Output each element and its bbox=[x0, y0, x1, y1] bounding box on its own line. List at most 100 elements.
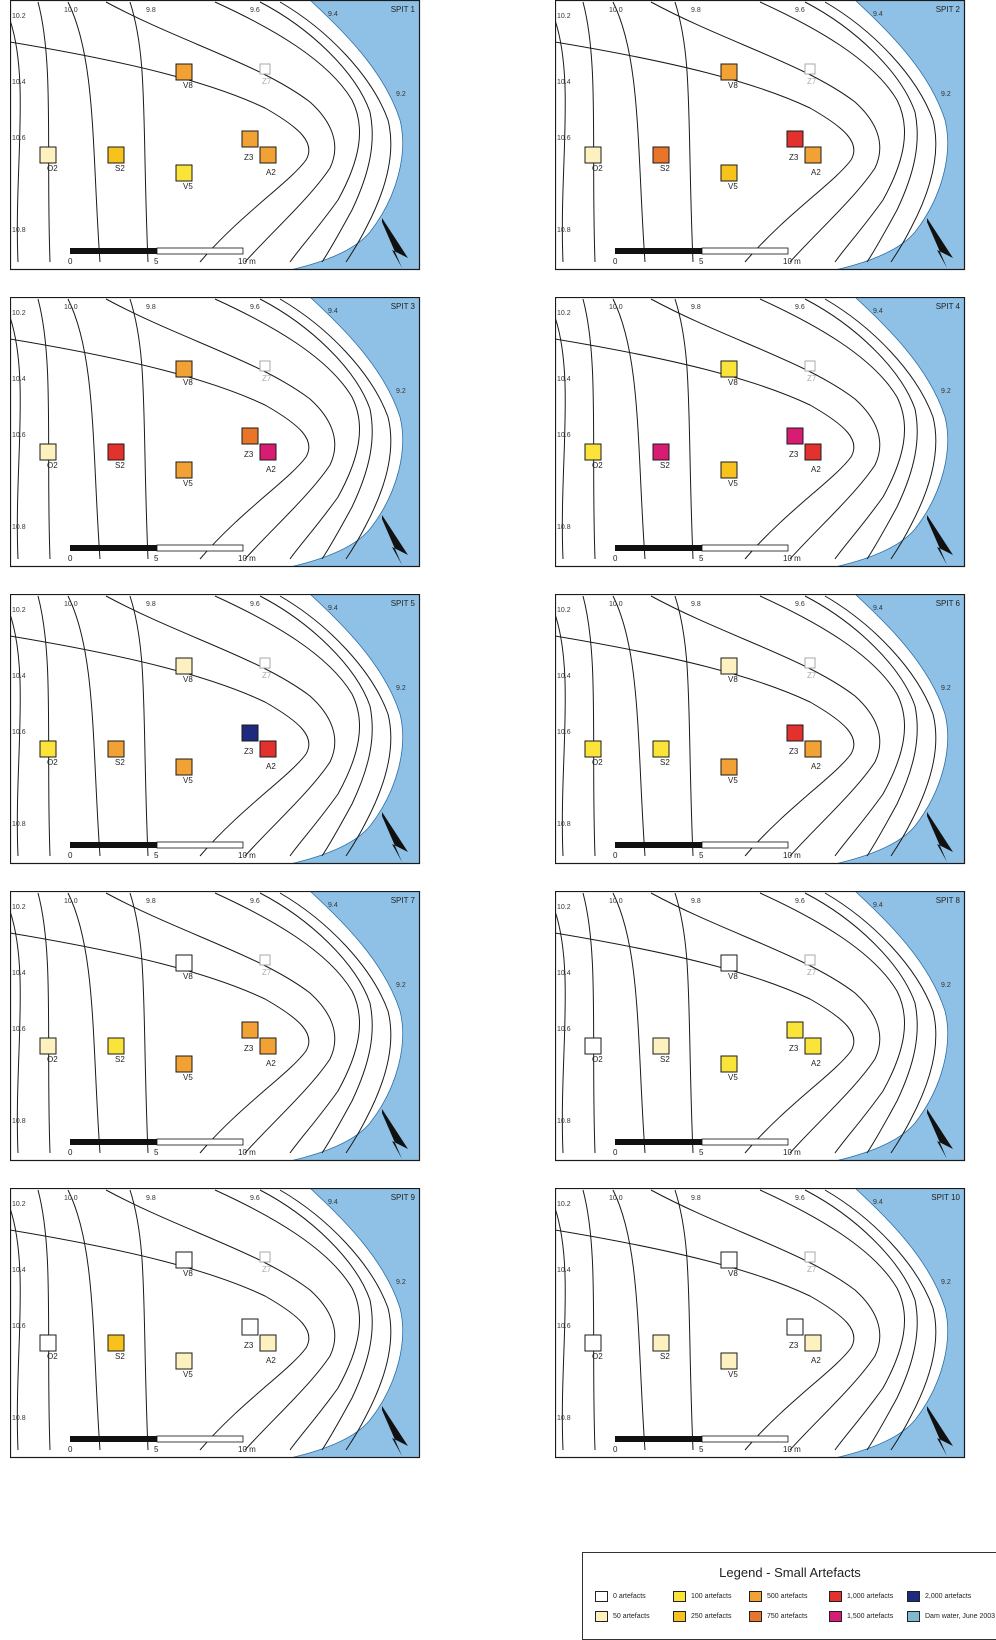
spit-title: SPIT 7 bbox=[391, 896, 416, 905]
square-label-z7: Z7 bbox=[807, 968, 817, 977]
scale-label: 0 bbox=[68, 1148, 73, 1157]
contour-label: 9.2 bbox=[396, 91, 406, 98]
contour-line bbox=[10, 338, 310, 560]
legend-item: 2,000 artefacts bbox=[907, 1589, 971, 1603]
contour-label: 10.2 bbox=[557, 607, 571, 614]
contour-line bbox=[674, 595, 694, 857]
spit-title: SPIT 4 bbox=[936, 302, 961, 311]
scale-bar-white bbox=[701, 841, 789, 849]
square-label-s2: S2 bbox=[660, 1352, 670, 1361]
scale-bar-white bbox=[156, 1435, 244, 1443]
map-frame bbox=[10, 1188, 421, 1459]
north-arrow-icon bbox=[382, 1406, 408, 1456]
contour-line bbox=[674, 298, 694, 560]
square-label-z3: Z3 bbox=[244, 450, 254, 459]
contour-label: 9.8 bbox=[691, 1195, 701, 1202]
legend-label: 0 artefacts bbox=[613, 1592, 646, 1600]
excavation-square-z7 bbox=[259, 63, 271, 75]
contour-label: 10.6 bbox=[12, 729, 26, 736]
square-label-a2: A2 bbox=[811, 1356, 821, 1365]
spit-map: 10.2 10.0 9.8 9.6 9.4 10.4 9.2 10.6 10.8 0 5 10 m Z7… bbox=[10, 891, 421, 1162]
contour-line bbox=[759, 1189, 906, 1451]
contour-line bbox=[37, 892, 51, 1154]
excavation-square-v5 bbox=[720, 758, 738, 776]
contour-line bbox=[759, 595, 906, 857]
square-label-v8: V8 bbox=[183, 81, 193, 90]
excavation-square-a2 bbox=[804, 443, 822, 461]
contour-line bbox=[674, 1189, 694, 1451]
contour-line bbox=[279, 1, 392, 263]
square-label-v8: V8 bbox=[183, 675, 193, 684]
excavation-square-z3 bbox=[241, 1318, 259, 1336]
contour-label: 10.8 bbox=[557, 1118, 571, 1125]
excavation-square-z3 bbox=[241, 1021, 259, 1039]
spit-title: SPIT 5 bbox=[391, 599, 416, 608]
contour-label: 10.8 bbox=[557, 227, 571, 234]
legend-item: 250 artefacts bbox=[673, 1609, 731, 1623]
contour-label: 10.2 bbox=[557, 1201, 571, 1208]
spit-panel: 10.2 10.0 9.8 9.6 9.4 10.4 9.2 10.6 10.8 0 5 10 m Z7… bbox=[555, 891, 975, 1164]
excavation-square-v8 bbox=[720, 360, 738, 378]
scale-bar-white bbox=[701, 1138, 789, 1146]
contour-line bbox=[214, 1189, 361, 1451]
contour-label: 10.0 bbox=[609, 304, 623, 311]
square-label-z7: Z7 bbox=[262, 77, 272, 86]
contour-line bbox=[612, 1, 646, 263]
map-body: 10.2 10.0 9.8 9.6 9.4 10.4 9.2 10.6 10.8 0 5 10 m Z7… bbox=[555, 0, 965, 270]
contour-line bbox=[10, 41, 310, 263]
contour-line bbox=[804, 595, 918, 857]
scale-label: 0 bbox=[68, 554, 73, 563]
excavation-square-o2 bbox=[39, 1037, 57, 1055]
excavation-square-v5 bbox=[175, 461, 193, 479]
legend-item: 750 artefacts bbox=[749, 1609, 807, 1623]
contour-line bbox=[555, 910, 566, 1154]
square-label-o2: O2 bbox=[47, 1352, 58, 1361]
contour-label: 9.8 bbox=[146, 898, 156, 905]
excavation-square-v5 bbox=[175, 758, 193, 776]
legend-item: 1,500 artefacts bbox=[829, 1609, 893, 1623]
square-label-z7: Z7 bbox=[807, 1265, 817, 1274]
map-frame bbox=[10, 891, 421, 1162]
square-label-s2: S2 bbox=[660, 164, 670, 173]
contour-label: 10.8 bbox=[557, 821, 571, 828]
excavation-square-s2 bbox=[107, 146, 125, 164]
scale-label: 0 bbox=[613, 1148, 618, 1157]
spit-panel: 10.2 10.0 9.8 9.6 9.4 10.4 9.2 10.6 10.8 0 5 10 m Z7… bbox=[555, 297, 975, 570]
spit-map: 10.2 10.0 9.8 9.6 9.4 10.4 9.2 10.6 10.8 0 5 10 m Z7… bbox=[555, 891, 966, 1162]
north-arrow-icon bbox=[927, 1406, 953, 1456]
spit-map: 10.2 10.0 9.8 9.6 9.4 10.4 9.2 10.6 10.8 0 5 10 m Z7… bbox=[10, 0, 421, 271]
spit-title: SPIT 3 bbox=[391, 302, 416, 311]
square-label-v5: V5 bbox=[183, 182, 193, 191]
contour-line bbox=[105, 298, 336, 560]
contour-line bbox=[259, 1189, 373, 1451]
legend-title: Legend - Small Artefacts bbox=[719, 1565, 861, 1580]
contour-line bbox=[582, 1189, 596, 1451]
excavation-square-v5 bbox=[175, 164, 193, 182]
excavation-square-o2 bbox=[584, 1334, 602, 1352]
map-frame bbox=[10, 297, 421, 568]
legend-label: 750 artefacts bbox=[767, 1612, 808, 1620]
map-body: 10.2 10.0 9.8 9.6 9.4 10.4 9.2 10.6 10.8 0 5 10 m Z7… bbox=[10, 594, 420, 864]
scale-label: 5 bbox=[154, 257, 159, 266]
contour-label: 9.6 bbox=[795, 304, 805, 311]
excavation-square-o2 bbox=[39, 740, 57, 758]
contour-line bbox=[279, 1189, 392, 1451]
legend-label: 500 artefacts bbox=[767, 1592, 808, 1600]
square-label-z3: Z3 bbox=[789, 450, 799, 459]
contour-label: 10.6 bbox=[557, 729, 571, 736]
map-frame bbox=[555, 0, 966, 271]
excavation-square-a2 bbox=[804, 1037, 822, 1055]
square-label-v5: V5 bbox=[183, 776, 193, 785]
square-label-a2: A2 bbox=[811, 1059, 821, 1068]
scale-label: 5 bbox=[699, 1445, 704, 1454]
square-label-v8: V8 bbox=[728, 81, 738, 90]
contour-label: 10.0 bbox=[609, 898, 623, 905]
excavation-square-o2 bbox=[584, 1037, 602, 1055]
contour-line bbox=[555, 41, 855, 263]
contour-label: 9.4 bbox=[328, 605, 338, 612]
north-arrow-icon bbox=[927, 812, 953, 862]
scale-bar-black bbox=[615, 1139, 702, 1145]
excavation-square-v8 bbox=[175, 657, 193, 675]
square-label-v5: V5 bbox=[728, 182, 738, 191]
excavation-square-z3 bbox=[786, 724, 804, 742]
